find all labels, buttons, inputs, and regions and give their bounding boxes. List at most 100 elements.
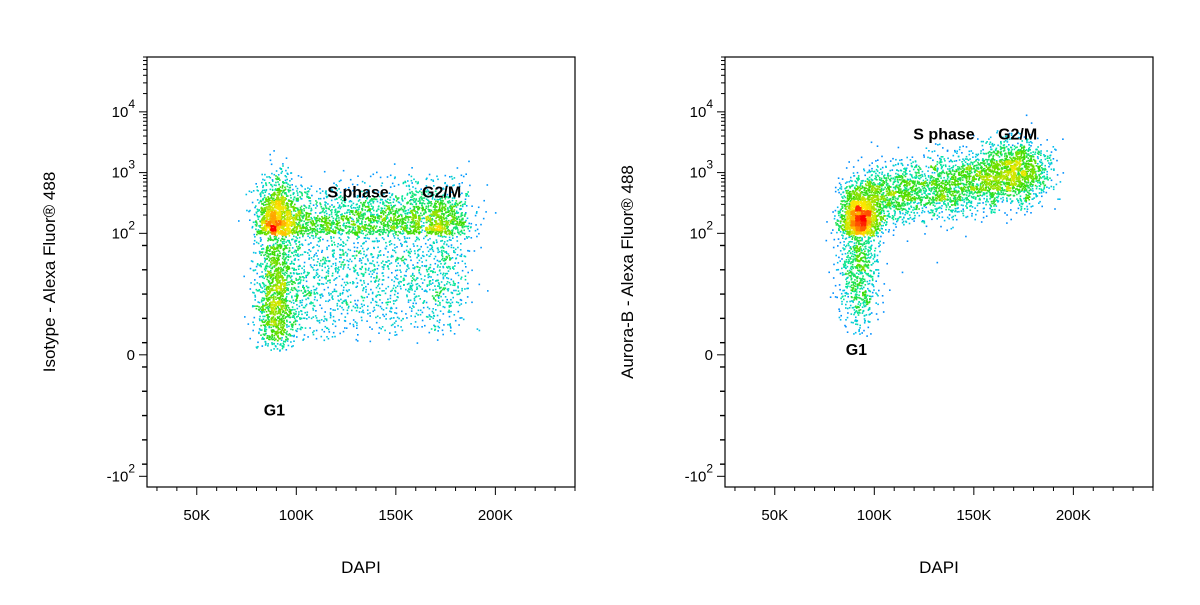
event-dot — [309, 236, 311, 239]
event-dot — [429, 237, 431, 240]
event-dot — [383, 217, 385, 220]
event-dot — [399, 264, 401, 267]
event-dot — [446, 288, 449, 291]
event-dot — [453, 289, 455, 292]
event-dot — [310, 317, 313, 320]
event-dot — [298, 245, 300, 248]
event-dot — [314, 218, 316, 220]
event-dot — [347, 221, 349, 223]
event-dot — [278, 183, 280, 186]
event-dot — [415, 295, 418, 298]
event-dot — [256, 214, 259, 217]
event-dot — [262, 303, 264, 305]
event-dot — [360, 303, 363, 305]
event-dot — [377, 285, 379, 287]
event-dot — [401, 195, 404, 197]
event-dot — [464, 201, 467, 203]
event-dot — [358, 206, 361, 209]
event-dot — [268, 335, 271, 337]
event-dot — [328, 299, 331, 301]
event-dot — [417, 223, 419, 226]
event-dot — [348, 289, 350, 291]
event-dot — [280, 302, 283, 304]
event-dot — [310, 227, 312, 230]
event-dot — [278, 293, 280, 295]
event-dot — [324, 266, 326, 269]
event-dot — [385, 241, 387, 244]
event-dot — [259, 252, 261, 255]
event-dot — [440, 195, 443, 198]
event-dot — [366, 196, 369, 199]
event-dot — [303, 294, 306, 297]
event-dot — [276, 244, 279, 246]
event-dot — [294, 320, 297, 322]
event-dot — [337, 243, 339, 245]
event-dot — [441, 207, 443, 209]
event-dot — [263, 204, 265, 206]
event-dot — [280, 329, 283, 332]
event-dot — [451, 215, 453, 217]
event-dot — [271, 260, 274, 262]
event-dot — [286, 244, 289, 246]
event-dot — [387, 298, 389, 301]
event-dot — [415, 211, 417, 213]
event-dot — [296, 289, 298, 292]
event-dot — [267, 237, 270, 240]
event-dot — [293, 207, 295, 210]
event-dot — [453, 184, 455, 186]
event-dot — [451, 220, 454, 223]
event-dot — [282, 189, 285, 192]
event-dot — [392, 323, 394, 326]
event-dot — [305, 303, 308, 306]
event-dot — [307, 221, 309, 224]
event-dot — [283, 262, 286, 264]
event-dot — [417, 226, 420, 229]
event-dot — [360, 217, 362, 220]
event-dot — [442, 287, 445, 290]
event-dot — [426, 189, 429, 191]
event-dot — [344, 327, 346, 329]
event-dot — [399, 285, 402, 288]
event-dot — [415, 230, 418, 233]
event-dot — [367, 202, 369, 204]
event-dot — [311, 266, 314, 269]
event-dot — [286, 204, 288, 207]
event-dot — [306, 227, 308, 229]
event-dot — [312, 302, 314, 304]
event-dot — [261, 219, 264, 222]
event-dot — [439, 198, 442, 200]
event-dot — [267, 343, 269, 345]
event-dot — [294, 253, 297, 256]
event-dot — [413, 201, 415, 203]
event-dot — [339, 292, 342, 295]
event-dot — [269, 194, 272, 196]
event-dot — [395, 195, 397, 197]
event-dot — [367, 293, 370, 296]
event-dot — [457, 229, 459, 231]
event-dot — [285, 202, 288, 205]
event-dot — [390, 262, 393, 264]
event-dot — [283, 319, 285, 322]
event-dot — [263, 217, 266, 219]
event-dot — [289, 335, 292, 337]
event-dot — [392, 201, 395, 203]
event-dot — [473, 250, 476, 252]
event-dot — [379, 215, 381, 218]
event-dot — [366, 258, 369, 260]
event-dot — [414, 225, 417, 227]
event-dot — [407, 215, 409, 218]
event-dot — [271, 333, 274, 336]
event-dot — [449, 323, 451, 325]
event-dot — [367, 305, 369, 308]
event-dot — [317, 249, 319, 252]
event-dot — [382, 210, 384, 212]
event-dot — [296, 245, 298, 248]
event-dot — [336, 272, 339, 274]
event-dot — [275, 250, 278, 252]
event-dot — [267, 297, 270, 299]
event-dot — [356, 282, 359, 284]
event-dot — [300, 279, 302, 281]
event-dot — [265, 294, 267, 297]
event-dot — [485, 211, 487, 213]
event-dot — [362, 232, 364, 235]
